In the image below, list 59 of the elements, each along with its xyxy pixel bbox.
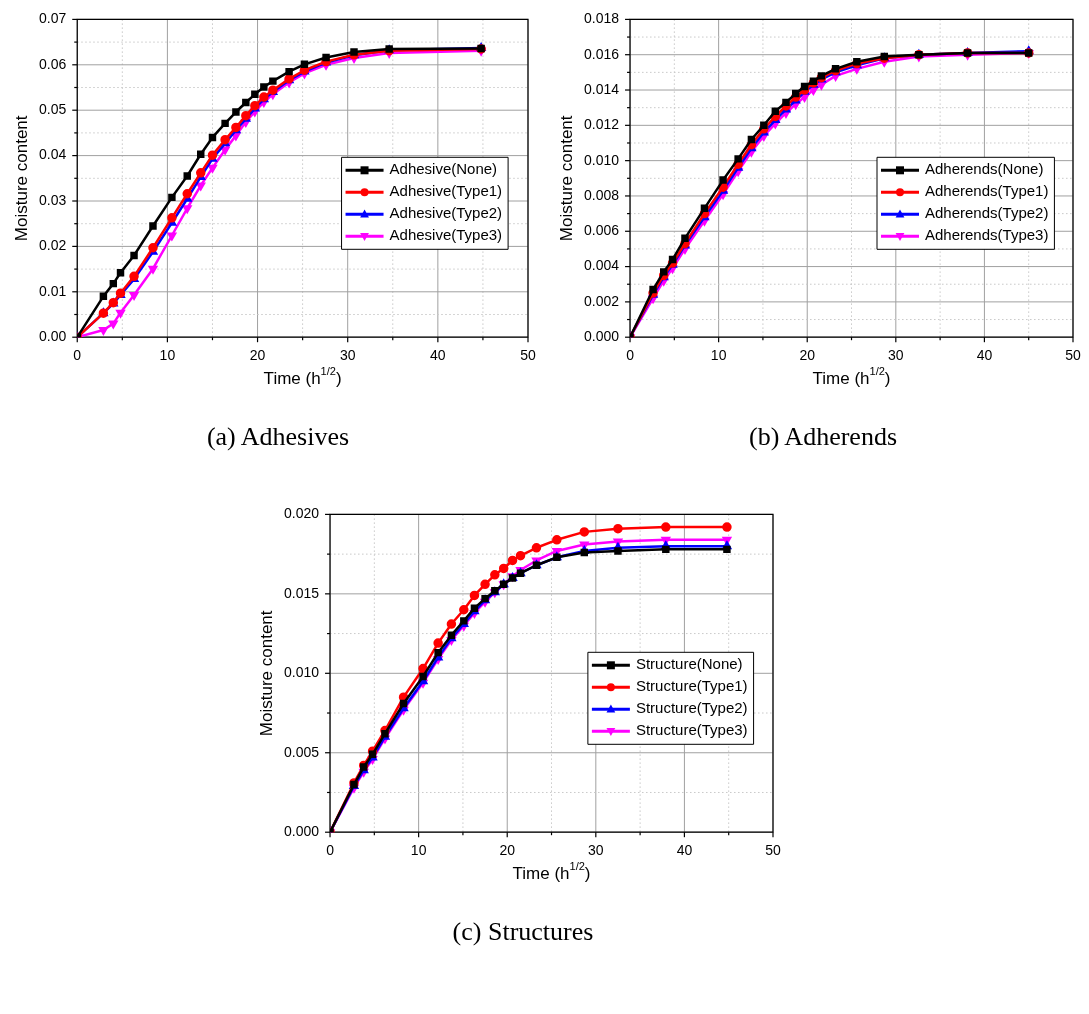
y-tick-label: 0.07 [39, 10, 67, 27]
x-tick-label: 10 [159, 347, 176, 364]
x-tick-label: 10 [410, 842, 427, 859]
y-tick-label: 0.005 [283, 743, 320, 760]
x-tick-label: 10 [710, 347, 727, 364]
legend-label: Structure(Type2) [635, 699, 748, 717]
y-tick-label: 0.010 [283, 664, 320, 681]
legend-label: Adherends(Type2) [925, 204, 1049, 222]
y-tick-label: 0.02 [39, 237, 67, 254]
legend-label: Adhesive(Type2) [389, 204, 503, 222]
text: (c) Structures [451, 917, 595, 947]
legend-label: Adherends(Type3) [925, 226, 1049, 244]
x-tick-label: 40 [430, 347, 446, 364]
x-tick-label: 50 [520, 347, 536, 364]
y-tick-label: 0.015 [283, 584, 320, 601]
y-tick-label: 0.012 [583, 116, 620, 133]
legend-label: Structure(Type3) [635, 721, 748, 739]
y-tick-label: 0.014 [583, 80, 620, 97]
x-tick-label: 20 [249, 347, 266, 364]
y-tick-label: 0.006 [583, 222, 620, 239]
legend-label: Structure(None) [635, 655, 743, 673]
legend-label: Adhesive(Type1) [389, 182, 503, 200]
y-tick-label: 0.00 [39, 328, 67, 345]
x-tick-label: 0 [73, 347, 82, 364]
legend-label: Adherends(None) [925, 160, 1044, 178]
text: (a) Adhesives [205, 422, 351, 452]
y-tick-label: 0.000 [583, 328, 620, 345]
y-tick-label: 0.016 [583, 45, 620, 62]
y-tick-label: 0.05 [39, 101, 67, 118]
y-axis-title: Moisture content [256, 610, 276, 737]
y-tick-label: 0.04 [39, 146, 67, 163]
y-tick-label: 0.008 [583, 186, 620, 203]
y-axis-title: Moisture content [11, 115, 31, 242]
y-tick-label: 0.018 [583, 10, 620, 27]
x-tick-label: 30 [339, 347, 356, 364]
legend-label: Structure(Type1) [635, 677, 748, 695]
x-tick-label: 40 [676, 842, 693, 859]
legend-label: Adhesive(None) [389, 160, 498, 178]
y-tick-label: 0.020 [283, 505, 320, 522]
legend-label: Adherends(Type1) [925, 182, 1049, 200]
x-tick-label: 50 [1065, 347, 1081, 364]
x-tick-label: 30 [888, 347, 904, 364]
text: (b) Adherends [748, 422, 898, 452]
y-tick-label: 0.004 [583, 257, 620, 274]
x-tick-label: 0 [626, 347, 635, 364]
x-tick-label: 30 [588, 842, 604, 859]
x-tick-label: 50 [765, 842, 781, 859]
y-tick-label: 0.06 [39, 55, 67, 72]
y-tick-label: 0.010 [583, 151, 620, 168]
y-tick-label: 0.01 [39, 282, 67, 299]
x-tick-label: 0 [326, 842, 335, 859]
x-tick-label: 20 [499, 842, 516, 859]
y-tick-label: 0.002 [583, 292, 620, 309]
x-tick-label: 20 [799, 347, 816, 364]
x-tick-label: 40 [976, 347, 993, 364]
y-tick-label: 0.03 [39, 191, 67, 208]
y-axis-title: Moisture content [556, 115, 576, 242]
legend-label: Adhesive(Type3) [389, 226, 503, 244]
y-tick-label: 0.000 [283, 823, 320, 840]
